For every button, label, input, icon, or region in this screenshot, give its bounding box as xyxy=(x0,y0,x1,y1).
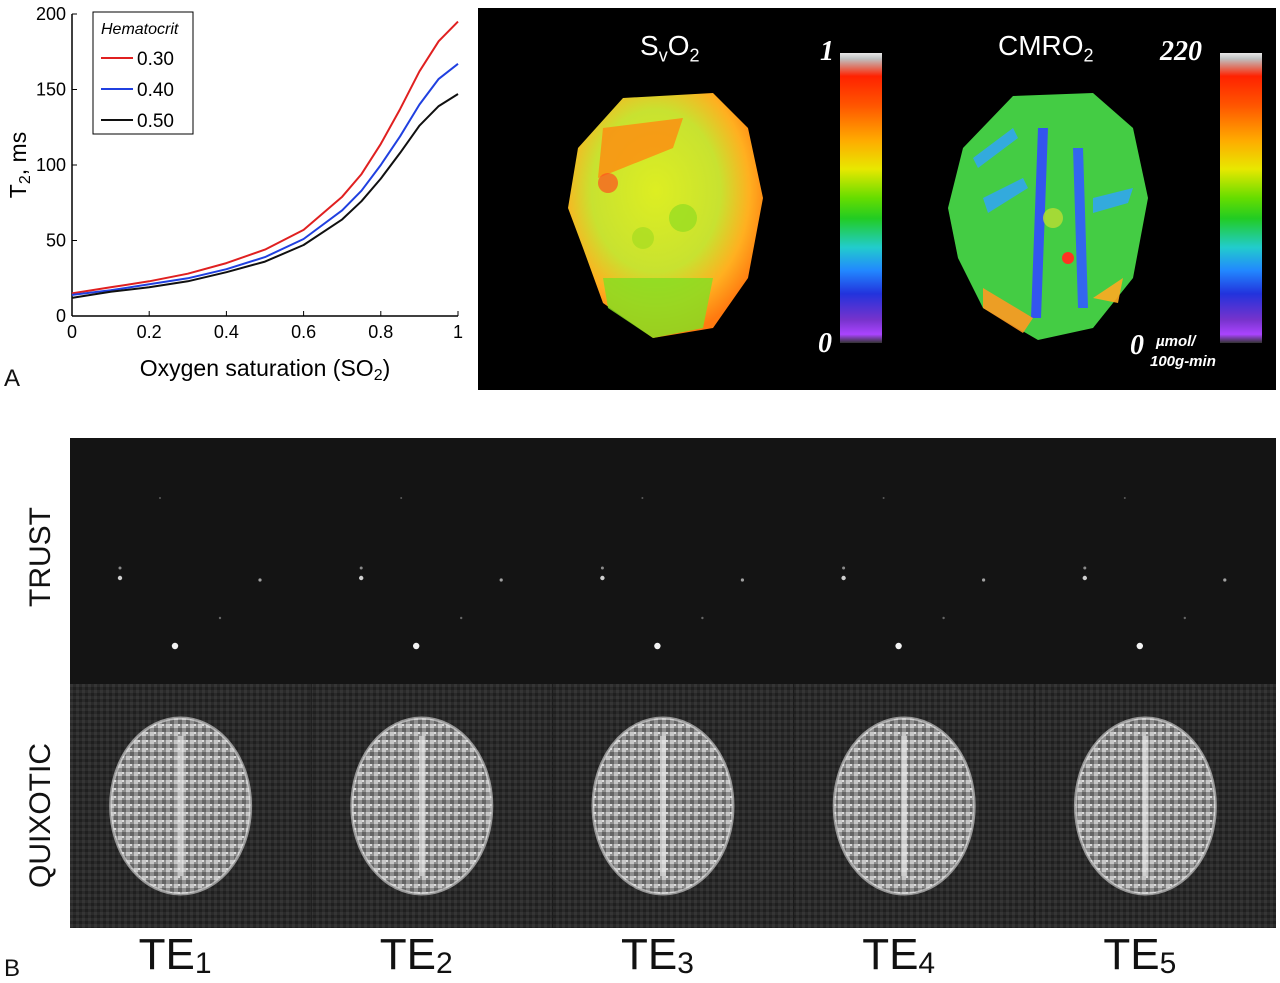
legend-entry-0.40: 0.40 xyxy=(137,80,174,101)
trust-image-strip xyxy=(70,438,1276,684)
x-tick-label: 0.6 xyxy=(291,322,316,342)
trust-signal-dot xyxy=(701,616,704,620)
quixotic-midline xyxy=(418,736,425,876)
quixotic-brain-edge xyxy=(350,716,494,896)
panel-a-letter: A xyxy=(4,365,21,392)
trust-signal-dot xyxy=(600,575,605,581)
trust-signal-dot xyxy=(1183,616,1187,620)
trust-signal-dot xyxy=(400,497,403,499)
y-axis-label: T2, ms xyxy=(5,132,34,198)
trust-signal-dot xyxy=(1082,575,1087,581)
trust-signal-dot xyxy=(1083,566,1087,570)
y-tick-label: 0 xyxy=(56,306,66,326)
quixotic-midline xyxy=(1142,736,1149,876)
cmro2-brain-map xyxy=(948,93,1148,340)
trust-signal-dot xyxy=(942,616,945,620)
quixotic-frames xyxy=(109,684,1217,928)
trust-signal-dot xyxy=(1223,578,1227,582)
trust-frames xyxy=(117,497,1227,650)
quixotic-brain-edge xyxy=(832,716,976,896)
cmro2-colorbar xyxy=(1220,53,1262,343)
cmro2-map-title: CMRO2 xyxy=(998,30,1094,66)
echo-time-label: TE1 xyxy=(138,930,212,980)
svo2-scale-min: 0 xyxy=(818,328,832,359)
series-line-0.30 xyxy=(71,20,459,295)
trust-signal-dot xyxy=(654,642,661,650)
legend-title: Hematocrit xyxy=(101,21,179,38)
trust-signal-dot xyxy=(118,566,122,570)
quixotic-row-label: QUIXOTIC xyxy=(24,742,57,888)
trust-signal-dot xyxy=(982,578,986,582)
echo-time-label: TE3 xyxy=(621,930,694,980)
trust-signal-dot xyxy=(641,497,644,499)
y-tick-label: 150 xyxy=(36,80,66,100)
cmro2-scale-max: 220 xyxy=(1160,36,1202,67)
x-tick-label: 0.8 xyxy=(368,322,393,342)
quixotic-midline xyxy=(901,736,908,876)
quixotic-midline xyxy=(177,736,184,876)
trust-signal-dot xyxy=(1136,642,1144,650)
echo-time-label: TE4 xyxy=(862,930,936,980)
quixotic-image-strip xyxy=(70,684,1276,928)
svo2-brain-map xyxy=(568,93,763,338)
series-line-0.40 xyxy=(71,63,459,296)
quixotic-midline xyxy=(660,736,666,876)
trust-signal-dot xyxy=(159,497,161,499)
trust-signal-dot xyxy=(359,575,364,581)
plot-area: 0 0.2 0.4 0.6 0.8 1 0 50 100 150 200 Oxygen saturat… xyxy=(5,4,463,384)
trust-signal-dot xyxy=(499,578,503,582)
svo2-scale-max: 1 xyxy=(820,36,834,67)
trust-signal-dot xyxy=(882,497,885,499)
trust-signal-dot xyxy=(258,578,262,582)
x-tick-label: 0 xyxy=(67,322,77,342)
legend-entry-0.50: 0.50 xyxy=(137,111,174,132)
trust-signal-dot xyxy=(842,566,846,570)
echo-time-label: TE5 xyxy=(1103,930,1177,980)
y-tick-label: 50 xyxy=(46,231,66,251)
trust-signal-dot xyxy=(171,642,179,650)
svo2-map-title: SvO2 xyxy=(640,30,700,66)
svo2-colorbar xyxy=(840,53,882,343)
x-tick-label: 1 xyxy=(453,322,463,342)
t2-saturation-chart: 0 0.2 0.4 0.6 0.8 1 0 50 100 150 200 Oxygen saturat… xyxy=(5,4,463,384)
trust-signal-dot xyxy=(413,642,420,650)
trust-signal-dot xyxy=(117,575,123,581)
x-axis-label: Oxygen saturation (SO2) xyxy=(140,355,391,384)
quixotic-brain-edge xyxy=(591,716,735,896)
trust-signal-dot xyxy=(895,642,902,650)
x-tick-label: 0.2 xyxy=(137,322,162,342)
trust-signal-dot xyxy=(460,616,463,620)
legend-box xyxy=(92,11,194,135)
quixotic-brain-edge xyxy=(109,716,253,896)
trust-signal-dot xyxy=(841,575,846,581)
cmro2-scale-min: 0 xyxy=(1130,330,1144,361)
quixotic-brain-edge xyxy=(1073,716,1217,896)
cmro2-unit-bottom: 100g-min xyxy=(1150,353,1216,370)
series-line-0.50 xyxy=(71,93,459,299)
echo-time-label: TE2 xyxy=(379,930,453,980)
trust-signal-dot xyxy=(600,566,604,570)
trust-row-label: TRUST xyxy=(24,507,57,607)
trust-signal-dot xyxy=(1123,497,1126,499)
x-tick-label: 0.4 xyxy=(214,322,239,342)
trust-signal-dot xyxy=(740,578,745,582)
y-tick-label: 200 xyxy=(36,4,66,24)
legend-entry-0.30: 0.30 xyxy=(137,49,174,70)
oxygen-maps-panel: SvO2 1 0 CMRO2 220 0 µmol xyxy=(478,8,1276,390)
cmro2-unit-top: µmol/ xyxy=(1156,333,1196,350)
trust-signal-dot xyxy=(359,566,363,570)
panel-b-letter: B xyxy=(4,955,21,982)
y-tick-label: 100 xyxy=(36,155,66,175)
trust-signal-dot xyxy=(218,616,222,620)
